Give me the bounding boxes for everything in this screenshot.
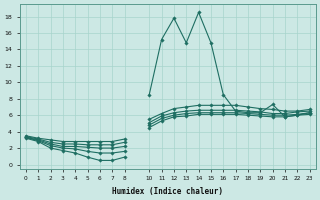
X-axis label: Humidex (Indice chaleur): Humidex (Indice chaleur) (112, 187, 223, 196)
